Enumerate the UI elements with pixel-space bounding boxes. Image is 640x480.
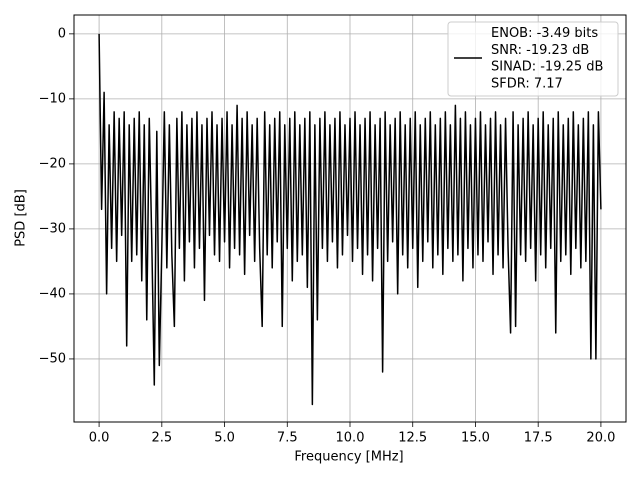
plot-area: [98, 33, 602, 406]
x-tick-label: 10.0: [336, 431, 365, 446]
x-tick-label: 5.0: [214, 431, 235, 446]
x-tick-label: 12.5: [398, 431, 427, 446]
y-tick-label: −50: [39, 351, 66, 366]
data-line: [98, 33, 602, 406]
x-tick-label: 15.0: [461, 431, 490, 446]
x-tick-label: 7.5: [277, 431, 298, 446]
legend: ENOB: -3.49 bits SNR: -19.23 dB SINAD: -19…: [447, 21, 619, 97]
y-tick-label: −20: [39, 156, 66, 171]
y-axis-label: PSD [dB]: [14, 189, 29, 247]
y-tick-label: −10: [39, 91, 66, 106]
legend-label: ENOB: -3.49 bits SNR: -19.23 dB SINAD: -19…: [491, 26, 603, 91]
legend-box: [447, 21, 619, 97]
y-tick-label: −40: [39, 286, 66, 301]
x-tick-label: 0.0: [89, 431, 110, 446]
y-tick-label: −30: [39, 221, 66, 236]
y-tick-label: 0: [58, 26, 66, 41]
x-tick-label: 2.5: [151, 431, 172, 446]
x-tick-label: 17.5: [524, 431, 553, 446]
ticks: 0.0 2.5 5.0 7.5 10.0 12.5 15.0 17.5 20.0 −50 −40 −3…: [39, 26, 616, 445]
x-axis-label: Frequency [MHz]: [294, 450, 403, 465]
x-tick-label: 20.0: [586, 431, 615, 446]
